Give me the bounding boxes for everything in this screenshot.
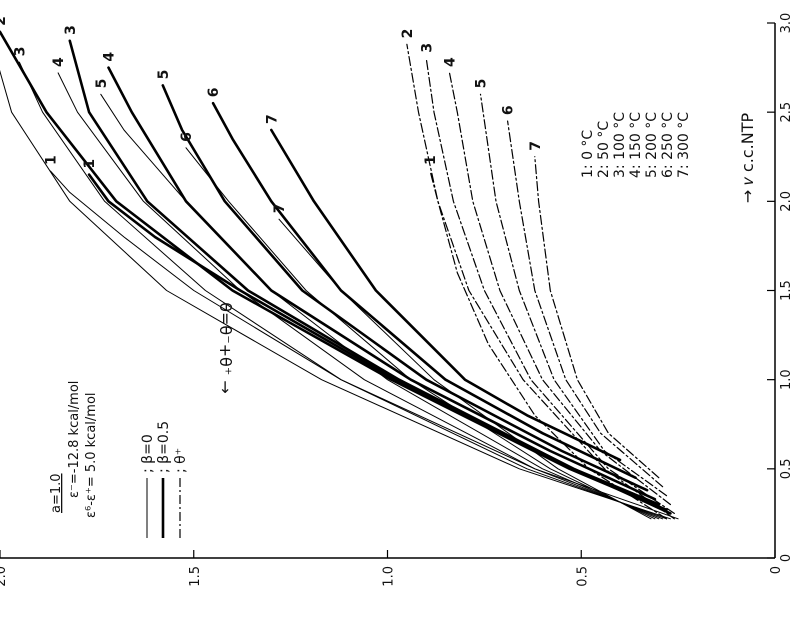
legend-label-beta0: ; β=0 bbox=[140, 434, 156, 473]
param-a: a=1.0 bbox=[49, 473, 64, 513]
series-thick-curve-6 bbox=[211, 101, 637, 479]
series-thick-curve-2 bbox=[0, 30, 668, 512]
x-tick-label: 3.0 bbox=[779, 13, 794, 34]
curve-label: 6 bbox=[179, 132, 195, 142]
x-tick-label: 0 bbox=[779, 554, 794, 562]
curve-label: 7 bbox=[264, 114, 280, 124]
param-eps1: ε⁻=-12.8 kcal/mol bbox=[67, 381, 82, 498]
style-legend: ; β=0 ; β=0.5 ; θ⁺ bbox=[140, 421, 189, 538]
curve-label: 7 bbox=[528, 141, 544, 151]
curve-label: 1 bbox=[423, 155, 439, 165]
curve-label: 3 bbox=[12, 46, 28, 56]
y-tick-label: 1.0 bbox=[382, 566, 397, 587]
series-thin-curve-7 bbox=[278, 218, 652, 520]
y-tick-label: 2.0 bbox=[0, 566, 9, 587]
param-eps2: ε⁶-ε⁺= 5.0 kcal/mol bbox=[84, 392, 99, 518]
series-dashdot-curve-7 bbox=[534, 156, 660, 479]
x-tick-label: 0.5 bbox=[779, 458, 794, 479]
temp-legend-3: 3: 100 °C bbox=[612, 112, 628, 178]
x-tick-label: 1.0 bbox=[779, 369, 794, 390]
curve-label: 6 bbox=[206, 88, 222, 98]
x-axis-label: → 𝑣 c.c.NTP bbox=[738, 113, 757, 204]
curve-label: 4 bbox=[102, 52, 118, 62]
series-thick-curve-5 bbox=[161, 84, 649, 492]
x-tick-label: 1.5 bbox=[779, 280, 794, 301]
temp-legend-7: 7: 300 °C bbox=[676, 112, 692, 178]
y-tick-label: 1.5 bbox=[188, 566, 203, 587]
curve-label: 3 bbox=[63, 25, 79, 35]
series-thin-curve-2 bbox=[0, 43, 671, 520]
series-dashdot-curve-5 bbox=[479, 93, 668, 497]
series-dashdot-curve-6 bbox=[507, 120, 664, 488]
legend-label-theta: ; θ⁺ bbox=[173, 448, 189, 473]
y-tick-label: 0.5 bbox=[575, 566, 590, 587]
curve-label: 2 bbox=[0, 16, 9, 26]
y-tick-label: 0 bbox=[769, 566, 784, 574]
series-thin-curve-6 bbox=[185, 147, 656, 520]
series-thin-curve-3 bbox=[18, 61, 667, 520]
temp-legend-6: 6: 250 °C bbox=[660, 112, 676, 178]
curve-label: 1 bbox=[43, 155, 59, 165]
curve-label: 5 bbox=[94, 79, 110, 89]
curve-label: 5 bbox=[156, 70, 172, 80]
curve-label: 4 bbox=[443, 57, 459, 67]
curve-label: 7 bbox=[272, 203, 288, 213]
x-tick-label: 2.0 bbox=[779, 191, 794, 212]
axes: 0 0.5 1.0 1.5 2.0 2.5 3.0 0 0.5 1.0 1.5 2.0 bbox=[0, 13, 794, 587]
series-dashdot-curve-4 bbox=[448, 72, 671, 506]
curve-label: 6 bbox=[501, 105, 517, 115]
temperature-legend: 1: 0 °C 2: 50 °C 3: 100 °C 4: 150 °C 5: … bbox=[580, 112, 692, 178]
curve-label: 2 bbox=[0, 29, 1, 39]
series-thick-curve-3 bbox=[68, 39, 661, 506]
temp-legend-2: 2: 50 °C bbox=[596, 121, 612, 178]
y-axis-label: θ=θ⁻+θ⁺ → bbox=[216, 302, 235, 394]
legend-label-beta05: ; β=0.5 bbox=[156, 421, 172, 473]
temp-legend-5: 5: 200 °C bbox=[644, 112, 660, 178]
series-dashdot-curve-3 bbox=[425, 58, 675, 514]
curve-label: 3 bbox=[419, 43, 435, 53]
temp-legend-1: 1: 0 °C bbox=[580, 130, 596, 178]
curve-label: 5 bbox=[474, 79, 490, 89]
curve-label: 2 bbox=[400, 29, 416, 39]
curve-label: 1 bbox=[82, 159, 98, 169]
series-dashdot-curve-2 bbox=[406, 43, 675, 520]
x-tick-label: 2.5 bbox=[779, 102, 794, 123]
label-layer: 123456712345671234567 bbox=[0, 16, 544, 213]
curve-label: 4 bbox=[51, 57, 67, 67]
series-layer bbox=[0, 30, 679, 520]
temp-legend-4: 4: 150 °C bbox=[628, 112, 644, 178]
series-thick-curve-4 bbox=[107, 66, 657, 501]
